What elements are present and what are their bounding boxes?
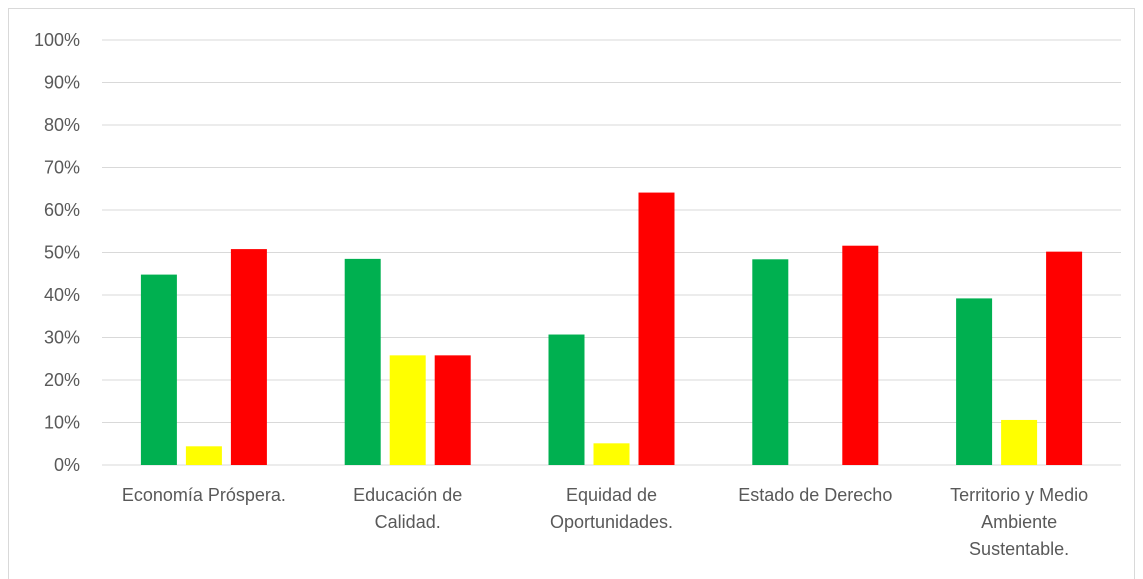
- y-tick-label: 90%: [44, 73, 80, 93]
- y-axis: 0% 10% 20% 30% 40% 50% 60% 70% 80% 90% 100%: [34, 30, 80, 475]
- bar: [185, 446, 222, 465]
- y-tick-label: 30%: [44, 328, 80, 348]
- x-tick-label-line: Territorio y Medio: [950, 485, 1088, 505]
- x-axis: Economía Próspera. Educación de Calidad. Eq…: [122, 485, 1088, 559]
- x-tick-label: Economía Próspera.: [122, 485, 286, 505]
- x-tick-label-line: Sustentable.: [969, 539, 1069, 559]
- y-tick-label: 100%: [34, 30, 80, 50]
- bar: [548, 334, 585, 465]
- x-tick-label-line: Economía Próspera.: [122, 485, 286, 505]
- x-tick-label-line: Estado de Derecho: [738, 485, 892, 505]
- bar: [752, 259, 789, 465]
- x-tick-label: Educación de Calidad.: [353, 485, 462, 532]
- y-tick-label: 60%: [44, 200, 80, 220]
- y-tick-label: 40%: [44, 285, 80, 305]
- y-tick-label: 80%: [44, 115, 80, 135]
- bars: [140, 192, 1083, 465]
- x-tick-label-line: Ambiente: [981, 512, 1057, 532]
- bar: [389, 355, 426, 465]
- bar: [842, 245, 879, 465]
- chart-frame: [8, 8, 1135, 579]
- x-tick-label: Territorio y Medio Ambiente Sustentable.: [950, 485, 1088, 559]
- bar: [638, 192, 675, 465]
- bar: [1046, 251, 1083, 465]
- y-tick-label: 50%: [44, 243, 80, 263]
- x-tick-label-line: Equidad de: [566, 485, 657, 505]
- x-tick-label: Equidad de Oportunidades.: [550, 485, 673, 532]
- bar: [344, 258, 381, 465]
- x-tick-label: Estado de Derecho: [738, 485, 892, 505]
- y-tick-label: 10%: [44, 413, 80, 433]
- y-tick-label: 70%: [44, 158, 80, 178]
- x-tick-label-line: Oportunidades.: [550, 512, 673, 532]
- gridlines: [102, 39, 1121, 466]
- bar: [593, 443, 630, 465]
- bar: [956, 298, 993, 465]
- bar: [434, 355, 471, 465]
- y-tick-label: 0%: [54, 455, 80, 475]
- bar: [1001, 419, 1038, 465]
- x-tick-label-line: Calidad.: [375, 512, 441, 532]
- y-tick-label: 20%: [44, 370, 80, 390]
- bar: [230, 249, 267, 465]
- bar: [140, 274, 177, 465]
- x-tick-label-line: Educación de: [353, 485, 462, 505]
